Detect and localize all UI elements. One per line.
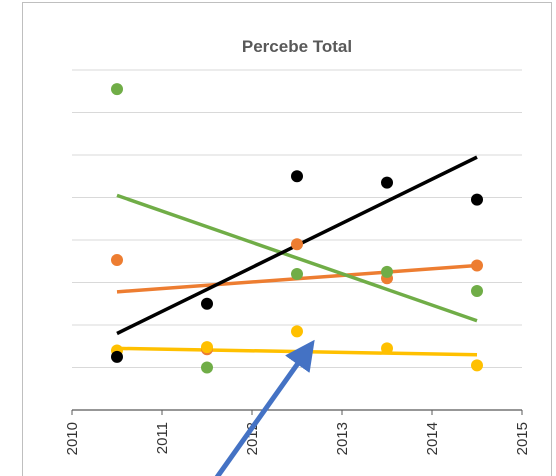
chart-title: Percebe Total (242, 37, 352, 56)
point (291, 268, 303, 280)
point (201, 341, 213, 354)
x-tick-label: 2013 (334, 422, 351, 455)
x-tick-label: 2011 (154, 422, 171, 454)
point (471, 259, 483, 272)
point (381, 342, 393, 355)
point (471, 193, 483, 206)
point (111, 83, 123, 96)
point (201, 361, 213, 374)
chart-border (22, 2, 552, 476)
x-tick-label: 2014 (424, 422, 441, 455)
x-tick-label: 2010 (64, 422, 81, 455)
plot-area: 2010 2011 2012 2013 2014 2015 (64, 69, 531, 455)
point (291, 238, 303, 251)
point (201, 297, 213, 310)
point (291, 170, 303, 183)
point (111, 253, 123, 266)
trend-line (116, 193, 478, 323)
point (291, 325, 303, 338)
point (471, 359, 483, 372)
point (111, 350, 123, 363)
x-tick-label: 2015 (514, 422, 531, 455)
annotation-arrow (214, 339, 315, 476)
point (471, 285, 483, 297)
point (381, 265, 393, 278)
point (381, 176, 393, 189)
